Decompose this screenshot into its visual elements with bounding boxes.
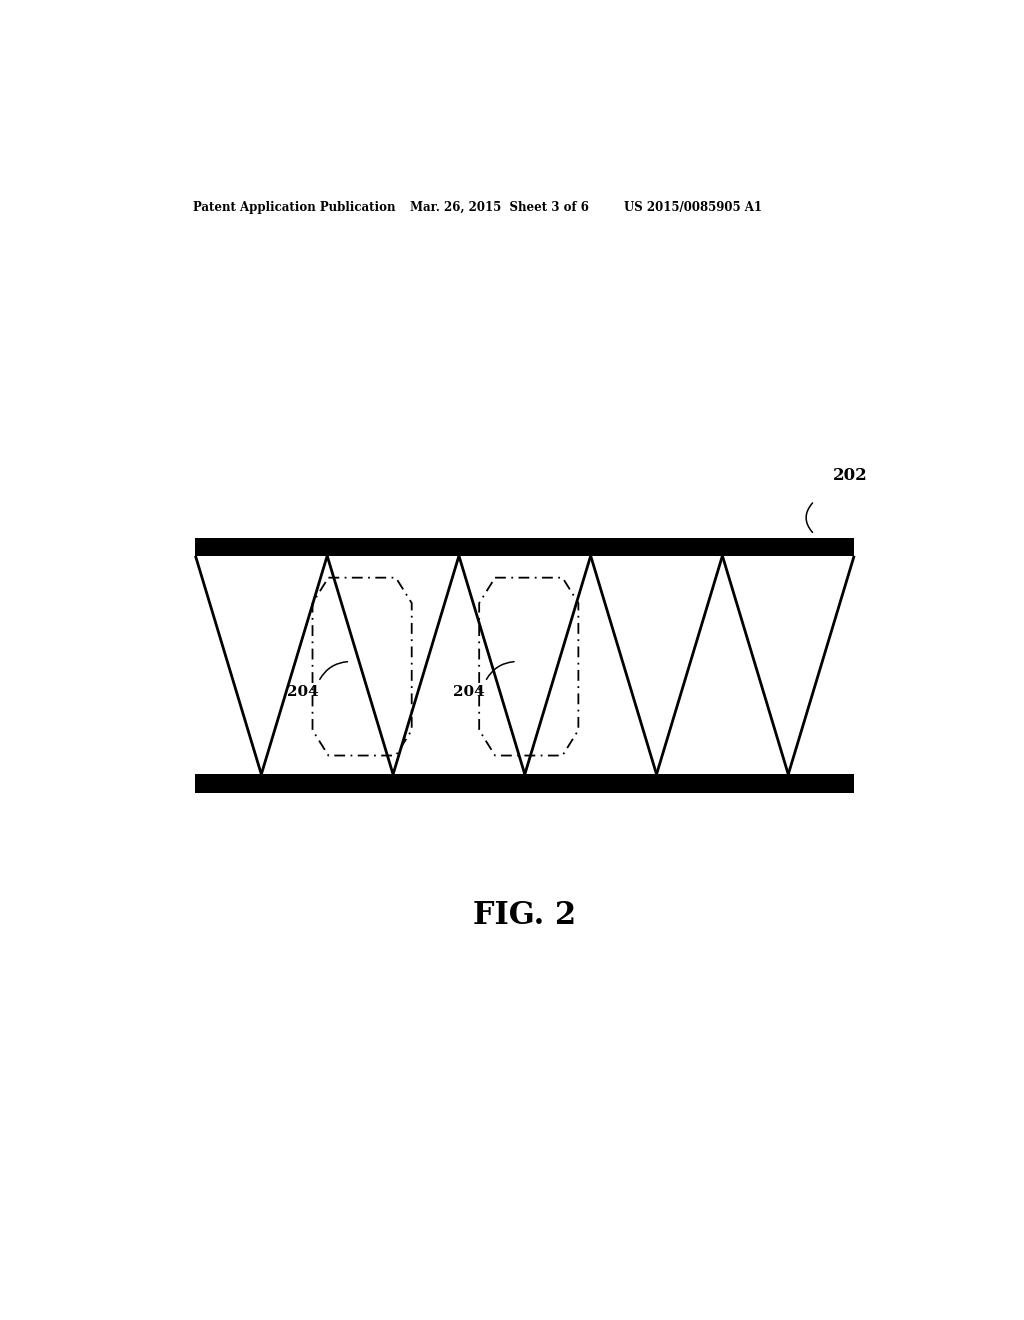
- Text: Mar. 26, 2015  Sheet 3 of 6: Mar. 26, 2015 Sheet 3 of 6: [410, 201, 589, 214]
- Bar: [196, 537, 854, 556]
- Text: FIG. 2: FIG. 2: [473, 900, 577, 931]
- Text: Patent Application Publication: Patent Application Publication: [194, 201, 395, 214]
- Text: US 2015/0085905 A1: US 2015/0085905 A1: [624, 201, 762, 214]
- Text: 204: 204: [287, 685, 318, 700]
- Text: 204: 204: [454, 685, 485, 700]
- Text: 202: 202: [833, 467, 867, 484]
- Bar: [196, 775, 854, 792]
